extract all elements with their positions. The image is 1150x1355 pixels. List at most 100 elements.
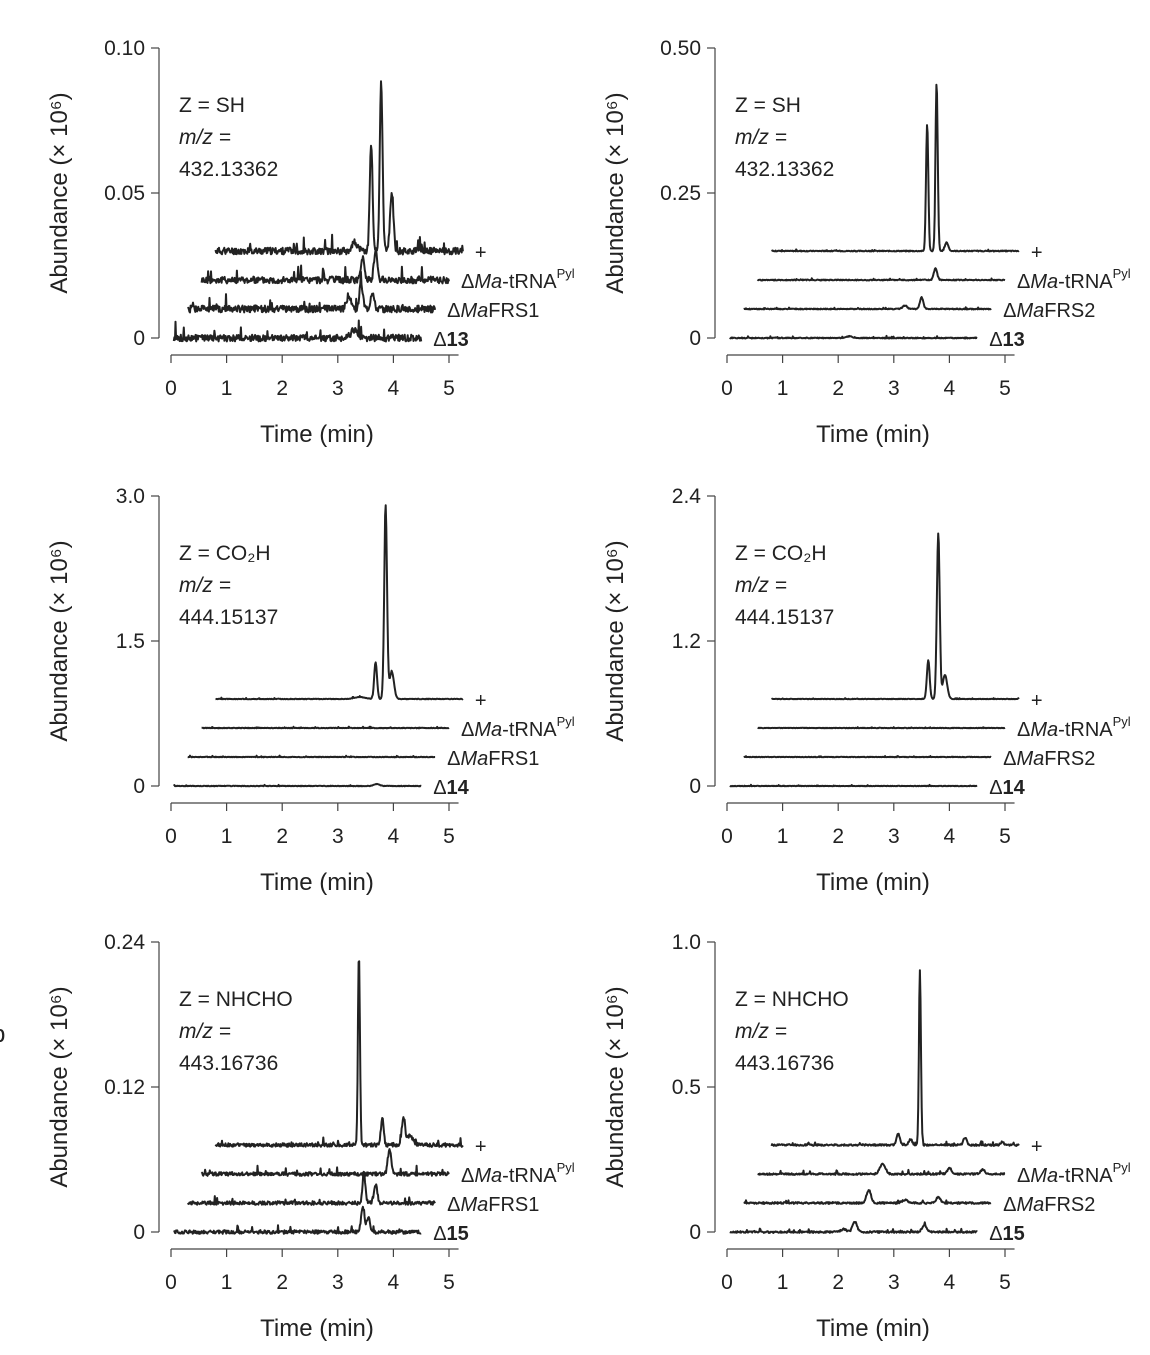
- panel-annotation-line: Z = CO₂H: [735, 542, 827, 565]
- chart-panel-6: 0 0.5 1.0 0 1 2 3 4 5 Time (min) Abundance (× 10⁶)…: [602, 931, 1131, 1342]
- panel-annotation-line: m/z =: [735, 1020, 787, 1043]
- panel-annotation-line: m/z =: [179, 574, 231, 597]
- trace-3: [743, 1189, 992, 1205]
- series-label: ΔMaFRS2: [1003, 300, 1095, 322]
- series-label: ΔMa-tRNAPyl: [1017, 714, 1131, 741]
- panel-annotation-line: 444.15137: [735, 606, 834, 629]
- panel-annotation-line: 443.16736: [179, 1052, 278, 1075]
- x-tick-label: 1: [777, 1271, 789, 1294]
- x-tick-label: 0: [721, 825, 733, 848]
- x-axis-title: Time (min): [816, 869, 930, 896]
- x-axis-title: Time (min): [260, 421, 374, 448]
- trace-4: [729, 334, 978, 340]
- trace-2: [200, 249, 450, 285]
- trace-3: [187, 270, 437, 314]
- trace-1: [770, 969, 1020, 1147]
- series-label: ΔMaFRS1: [447, 1194, 539, 1216]
- x-tick-label: 5: [443, 1271, 455, 1294]
- panel-annotation-line: Z = NHCHO: [179, 988, 293, 1011]
- x-tick-label: 3: [332, 825, 344, 848]
- x-tick-label: 3: [332, 377, 344, 400]
- panel-annotation-line: 432.13362: [735, 158, 834, 181]
- chart-panel-5: 0 0.12 0.24 0 1 2 3 4 5 Time (min) Abundance (× 10…: [46, 931, 575, 1342]
- y-tick-label: 0.25: [660, 182, 701, 205]
- x-tick-label: 2: [832, 825, 844, 848]
- panel-annotation-line: Z = SH: [179, 94, 245, 117]
- trace-4: [729, 783, 978, 788]
- panel-annotation-line: m/z =: [735, 574, 787, 597]
- x-tick-label: 0: [165, 377, 177, 400]
- x-tick-label: 3: [888, 377, 900, 400]
- panel-annotation-line: m/z =: [735, 126, 787, 149]
- x-tick-label: 5: [443, 377, 455, 400]
- x-axis-title: Time (min): [816, 1315, 930, 1342]
- chart-panel-3: 0 1.5 3.0 0 1 2 3 4 5 Time (min) Abundance (× 10⁶)…: [46, 485, 575, 896]
- series-label: ΔMa-tRNAPyl: [1017, 1160, 1131, 1187]
- y-tick-label: 0.12: [104, 1076, 145, 1099]
- trace-4: [172, 319, 423, 343]
- y-tick-label: 0: [133, 1221, 145, 1244]
- y-tick-label: 0: [133, 775, 145, 798]
- y-axis-title: Abundance (× 10⁶): [602, 92, 629, 293]
- x-tick-label: 1: [221, 377, 233, 400]
- series-label: ΔMa-tRNAPyl: [1017, 266, 1131, 293]
- series-label: +: [1031, 690, 1043, 712]
- x-tick-label: 2: [832, 1271, 844, 1294]
- series-label: Δ13: [433, 329, 469, 351]
- x-tick-label: 0: [721, 1271, 733, 1294]
- trace-1: [771, 83, 1020, 253]
- x-tick-label: 2: [276, 825, 288, 848]
- series-label: Δ14: [433, 777, 469, 799]
- x-tick-label: 2: [276, 1271, 288, 1294]
- x-tick-label: 4: [944, 825, 956, 848]
- series-label: ΔMa-tRNAPyl: [461, 266, 575, 293]
- panel-annotation-line: Z = CO₂H: [179, 542, 271, 565]
- y-axis-title: Abundance (× 10⁶): [602, 986, 629, 1187]
- y-tick-label: 0.5: [672, 1076, 701, 1099]
- x-tick-label: 3: [888, 1271, 900, 1294]
- y-tick-label: 1.5: [116, 630, 145, 653]
- y-axis-title: Abundance (× 10⁶): [602, 540, 629, 741]
- trace-2: [756, 267, 1006, 282]
- chart-panel-2: 0 0.25 0.50 0 1 2 3 4 5 Time (min) Abundance (× 10…: [602, 37, 1131, 448]
- trace-3: [186, 1170, 436, 1206]
- trace-4: [173, 782, 422, 788]
- trace-3: [743, 755, 992, 759]
- series-label: ΔMaFRS2: [1003, 748, 1095, 770]
- trace-1: [215, 504, 464, 701]
- y-tick-label: 0: [689, 327, 701, 350]
- x-tick-label: 5: [999, 1271, 1011, 1294]
- x-tick-label: 1: [777, 825, 789, 848]
- panel-annotation-line: m/z =: [179, 1020, 231, 1043]
- series-label: Δ15: [433, 1223, 469, 1245]
- y-tick-label: 0.24: [104, 931, 145, 954]
- x-tick-label: 0: [165, 825, 177, 848]
- trace-4: [173, 1205, 422, 1235]
- trace-1: [214, 80, 464, 256]
- x-tick-label: 4: [388, 377, 400, 400]
- trace-1: [771, 532, 1020, 701]
- y-axis-title: Abundance (× 10⁶): [46, 986, 73, 1187]
- trace-2: [200, 1148, 450, 1177]
- trace-4: [729, 1221, 978, 1234]
- series-label: +: [475, 690, 487, 712]
- panel-annotation-line: Z = NHCHO: [735, 988, 849, 1011]
- x-tick-label: 5: [443, 825, 455, 848]
- x-tick-label: 1: [777, 377, 789, 400]
- series-label: +: [475, 242, 487, 264]
- trace-2: [757, 1162, 1006, 1176]
- y-tick-label: 0.10: [104, 37, 145, 60]
- panel-annotation-line: 432.13362: [179, 158, 278, 181]
- series-label: ΔMaFRS2: [1003, 1194, 1095, 1216]
- chart-panel-4: 0 1.2 2.4 0 1 2 3 4 5 Time (min) Abundance (× 10⁶)…: [602, 485, 1131, 896]
- x-tick-label: 5: [999, 825, 1011, 848]
- y-tick-label: 0: [133, 327, 145, 350]
- y-tick-label: 1.2: [672, 630, 701, 653]
- y-tick-label: 0: [689, 1221, 701, 1244]
- panel-annotation-line: m/z =: [179, 126, 231, 149]
- y-tick-label: 1.0: [672, 931, 701, 954]
- trace-3: [743, 296, 992, 311]
- series-label: ΔMaFRS1: [447, 300, 539, 322]
- trace-1: [214, 960, 464, 1148]
